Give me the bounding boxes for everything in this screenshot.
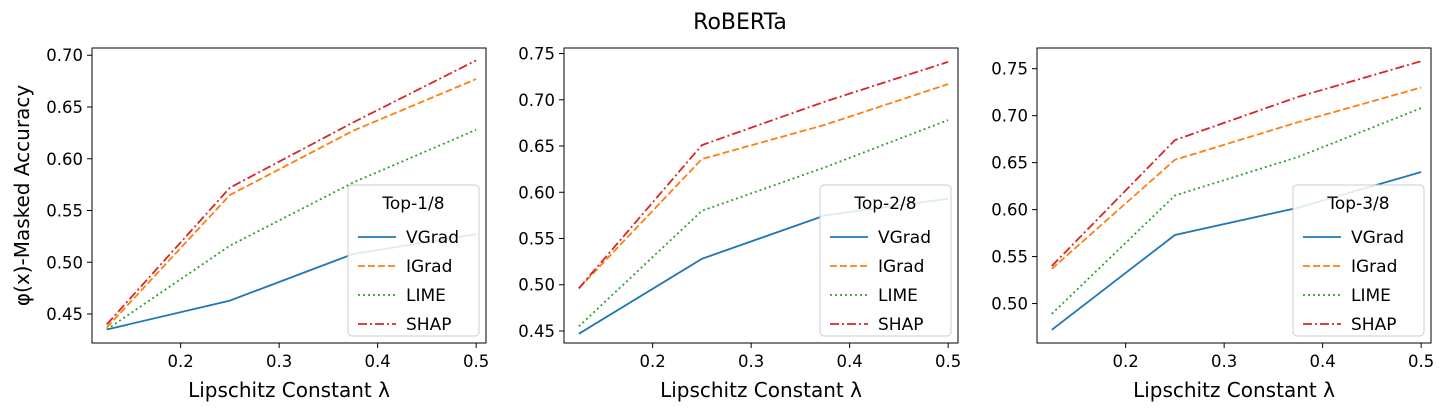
- legend-box: [347, 184, 480, 337]
- y-axis-label: φ(x)-Masked Accuracy: [10, 85, 34, 306]
- legend-label-shap: SHAP: [406, 315, 451, 335]
- y-tick-label: 0.70: [46, 46, 83, 65]
- x-tick-label: 0.2: [1113, 352, 1139, 371]
- legend-label-igrad: IGrad: [1351, 257, 1397, 277]
- y-tick-label: 0.70: [991, 107, 1028, 126]
- legend-title: Top-2/8: [853, 194, 916, 214]
- legend-box: [819, 184, 952, 337]
- x-tick-label: 0.4: [365, 352, 391, 371]
- y-tick-label: 0.50: [518, 276, 555, 295]
- y-tick-label: 0.55: [46, 202, 83, 221]
- x-tick-label: 0.4: [837, 352, 863, 371]
- legend-label-lime: LIME: [406, 286, 446, 306]
- panels: 0.2 0.3 0.4 0.5 0.45 0.50 0.55 0.60 0.65 0.70 Lips…: [10, 45, 1434, 402]
- figure-suptitle: RoBERTa: [693, 10, 787, 35]
- x-tick-label: 0.2: [168, 352, 194, 371]
- chart-panel-2: 0.2 0.3 0.4 0.5 0.45 0.50 0.55 0.60 0.65 0.70 0.75…: [518, 45, 961, 402]
- x-axis-label: Lipschitz Constant λ: [1133, 378, 1335, 402]
- y-tick-label: 0.55: [991, 248, 1028, 267]
- series-line-igrad: [578, 83, 949, 290]
- legend-label-igrad: IGrad: [406, 257, 452, 277]
- y-tick-label: 0.60: [991, 201, 1028, 220]
- y-tick-label: 0.60: [46, 150, 83, 169]
- series-line-shap: [106, 59, 477, 326]
- legend: Top-3/8 VGrad IGrad LIME SHAP: [1292, 184, 1425, 337]
- chart-panel-1: 0.2 0.3 0.4 0.5 0.45 0.50 0.55 0.60 0.65 0.70 Lips…: [10, 46, 489, 402]
- legend-label-lime: LIME: [1351, 286, 1391, 306]
- y-tick-label: 0.50: [46, 253, 83, 272]
- x-tick-label: 0.5: [463, 352, 489, 371]
- legend-title: Top-1/8: [381, 194, 444, 214]
- x-tick-label: 0.5: [1408, 352, 1434, 371]
- series-line-lime: [578, 119, 949, 328]
- plot-frame: [563, 47, 959, 344]
- x-tick-label: 0.3: [1211, 352, 1237, 371]
- legend-label-igrad: IGrad: [878, 257, 924, 277]
- y-tick-label: 0.55: [518, 230, 555, 249]
- y-tick-label: 0.45: [518, 322, 555, 341]
- plot-frame: [91, 47, 487, 344]
- legend-label-vgrad: VGrad: [1351, 228, 1404, 248]
- x-axis-label: Lipschitz Constant λ: [188, 378, 390, 402]
- x-tick-label: 0.2: [640, 352, 666, 371]
- legend-label-vgrad: VGrad: [406, 228, 459, 248]
- chart-panel-3: 0.2 0.3 0.4 0.5 0.50 0.55 0.60 0.65 0.70 0.75 Lips…: [991, 47, 1434, 402]
- legend-title: Top-3/8: [1326, 194, 1389, 214]
- series-line-igrad: [1051, 86, 1422, 270]
- y-tick-label: 0.50: [991, 295, 1028, 314]
- x-tick-label: 0.4: [1310, 352, 1336, 371]
- y-tick-label: 0.65: [518, 137, 555, 156]
- y-tick-label: 0.45: [46, 305, 83, 324]
- legend-label-lime: LIME: [878, 286, 918, 306]
- series-line-lime: [1051, 107, 1422, 315]
- series-line-shap: [1051, 60, 1422, 267]
- y-tick-label: 0.60: [518, 183, 555, 202]
- legend-label-vgrad: VGrad: [878, 228, 931, 248]
- x-tick-label: 0.5: [935, 352, 961, 371]
- legend: Top-1/8 VGrad IGrad LIME SHAP: [347, 184, 480, 337]
- x-tick-label: 0.3: [266, 352, 292, 371]
- y-tick-label: 0.75: [518, 45, 555, 64]
- plot-frame: [1036, 47, 1432, 344]
- x-axis-label: Lipschitz Constant λ: [660, 378, 862, 402]
- y-tick-label: 0.65: [991, 154, 1028, 173]
- legend-box: [1292, 184, 1425, 337]
- legend-label-shap: SHAP: [878, 315, 923, 335]
- series-line-igrad: [106, 78, 477, 329]
- y-tick-label: 0.65: [46, 98, 83, 117]
- y-tick-label: 0.70: [518, 91, 555, 110]
- x-tick-label: 0.3: [738, 352, 764, 371]
- legend: Top-2/8 VGrad IGrad LIME SHAP: [819, 184, 952, 337]
- y-tick-label: 0.75: [991, 60, 1028, 79]
- legend-label-shap: SHAP: [1351, 315, 1396, 335]
